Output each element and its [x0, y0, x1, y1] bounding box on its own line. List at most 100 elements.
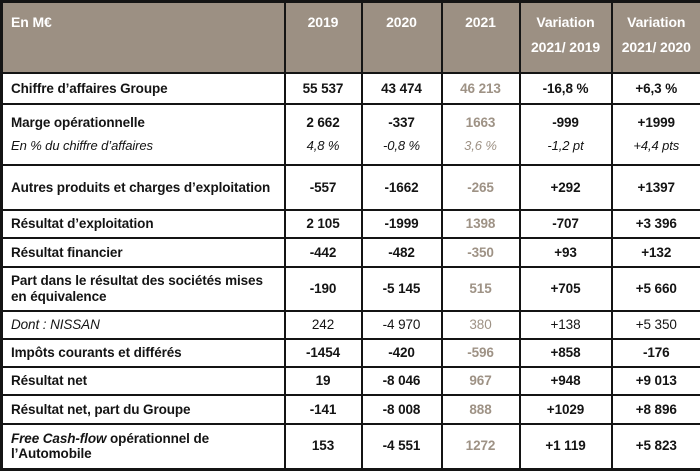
cell-var-2021-2020: +5 660: [612, 267, 700, 311]
cell-var-2021-2020: +5 823: [612, 424, 700, 469]
cell-var-2021-2019: +948: [520, 367, 612, 395]
cell-var-2021-2019: +1029: [520, 395, 612, 424]
cell-var-2021-2020: +1397: [612, 165, 700, 210]
cell-var-2021-2020: +8 896: [612, 395, 700, 424]
row-label: Chiffre d’affaires Groupe: [2, 73, 285, 104]
cell-sub-value: 4,8 %: [290, 139, 357, 154]
cell-var-2021-2020: +6,3 %: [612, 73, 700, 104]
row-label: Free Cash-flow opérationnel de l’Automob…: [2, 424, 285, 469]
cell-var-2021-2019: +292: [520, 165, 612, 210]
cell-main-value: -999: [525, 115, 607, 131]
cell-2019: -190: [285, 267, 362, 311]
cell-2020: -420: [362, 339, 442, 367]
cell-var-2021-2019: -16,8 %: [520, 73, 612, 104]
header-variation-2021-2019: Variation 2021/ 2019: [520, 2, 612, 74]
row-label: Résultat net: [2, 367, 285, 395]
cell-sub-value: +4,4 pts: [617, 139, 697, 154]
header-variation-1-line1: Variation: [536, 14, 594, 30]
row-label: Résultat financier: [2, 238, 285, 267]
cell-2020: -5 145: [362, 267, 442, 311]
row-label-sub: En % du chiffre d’affaires: [11, 139, 278, 154]
table-row-resultat-net-part-groupe: Résultat net, part du Groupe -141 -8 008…: [2, 395, 700, 424]
cell-2020: 43 474: [362, 73, 442, 104]
cell-sub-value: -1,2 pt: [525, 139, 607, 154]
cell-2020: -4 551: [362, 424, 442, 469]
cell-var-2021-2019: +1 119: [520, 424, 612, 469]
header-variation-2021-2020: Variation 2021/ 2020: [612, 2, 700, 74]
table-row-dont-nissan: Dont : NISSAN 242 -4 970 380 +138 +5 350: [2, 311, 700, 339]
header-variation-1-line2: 2021/ 2019: [525, 39, 607, 55]
cell-var-2021-2020: -176: [612, 339, 700, 367]
row-label: Impôts courants et différés: [2, 339, 285, 367]
cell-2021: 967: [442, 367, 520, 395]
table-row-impots: Impôts courants et différés -1454 -420 -…: [2, 339, 700, 367]
cell-sub-value: -0,8 %: [367, 139, 437, 154]
cell-main-value: 2 662: [290, 115, 357, 131]
header-2020: 2020: [362, 2, 442, 74]
row-label: Résultat net, part du Groupe: [2, 395, 285, 424]
row-label: Marge opérationnelle En % du chiffre d’a…: [2, 104, 285, 165]
cell-2020: -8 046: [362, 367, 442, 395]
row-label: Autres produits et charges d’exploitatio…: [2, 165, 285, 210]
cell-2019: 2 662 4,8 %: [285, 104, 362, 165]
cell-var-2021-2019: +138: [520, 311, 612, 339]
cell-2020: -1999: [362, 210, 442, 238]
cell-2021: -596: [442, 339, 520, 367]
header-2021: 2021: [442, 2, 520, 74]
table-row-free-cash-flow: Free Cash-flow opérationnel de l’Automob…: [2, 424, 700, 469]
header-row: En M€ 2019 2020 2021 Variation 2021/ 201…: [2, 2, 700, 74]
cell-2020: -337 -0,8 %: [362, 104, 442, 165]
cell-main-value: +1999: [617, 115, 697, 131]
cell-2021: 1272: [442, 424, 520, 469]
cell-var-2021-2020: +132: [612, 238, 700, 267]
cell-2021: 1398: [442, 210, 520, 238]
cell-var-2021-2019: -707: [520, 210, 612, 238]
cell-2020: -4 970: [362, 311, 442, 339]
table-row-resultat-net: Résultat net 19 -8 046 967 +948 +9 013: [2, 367, 700, 395]
cell-2021: 46 213: [442, 73, 520, 104]
table-row-chiffre-affaires: Chiffre d’affaires Groupe 55 537 43 474 …: [2, 73, 700, 104]
header-variation-2-line1: Variation: [627, 14, 685, 30]
cell-var-2021-2019: +858: [520, 339, 612, 367]
cell-main-value: 1663: [447, 115, 515, 131]
cell-2020: -482: [362, 238, 442, 267]
table-row-resultat-exploitation: Résultat d’exploitation 2 105 -1999 1398…: [2, 210, 700, 238]
cell-2020: -1662: [362, 165, 442, 210]
cell-2021: -350: [442, 238, 520, 267]
cell-var-2021-2019: +705: [520, 267, 612, 311]
cell-2019: 55 537: [285, 73, 362, 104]
row-label: Part dans le résultat des sociétés mises…: [2, 267, 285, 311]
row-label-italic-part: Free Cash-flow: [11, 431, 106, 446]
cell-var-2021-2019: -999 -1,2 pt: [520, 104, 612, 165]
cell-2021: 888: [442, 395, 520, 424]
header-variation-2-line2: 2021/ 2020: [617, 39, 697, 55]
row-label-main: Marge opérationnelle: [11, 115, 278, 131]
cell-sub-value: 3,6 %: [447, 139, 515, 154]
cell-2021: 380: [442, 311, 520, 339]
cell-2021: 1663 3,6 %: [442, 104, 520, 165]
cell-2021: 515: [442, 267, 520, 311]
cell-var-2021-2020: +3 396: [612, 210, 700, 238]
cell-2019: -557: [285, 165, 362, 210]
cell-var-2021-2020: +5 350: [612, 311, 700, 339]
cell-2019: -442: [285, 238, 362, 267]
table-row-part-societes-equivalence: Part dans le résultat des sociétés mises…: [2, 267, 700, 311]
cell-2021: -265: [442, 165, 520, 210]
cell-2019: 153: [285, 424, 362, 469]
table-row-resultat-financier: Résultat financier -442 -482 -350 +93 +1…: [2, 238, 700, 267]
cell-2019: 2 105: [285, 210, 362, 238]
cell-2019: -1454: [285, 339, 362, 367]
table-row-autres-produits: Autres produits et charges d’exploitatio…: [2, 165, 700, 210]
table-row-marge-operationnelle: Marge opérationnelle En % du chiffre d’a…: [2, 104, 700, 165]
cell-var-2021-2020: +1999 +4,4 pts: [612, 104, 700, 165]
row-label: Dont : NISSAN: [2, 311, 285, 339]
cell-main-value: -337: [367, 115, 437, 131]
cell-2020: -8 008: [362, 395, 442, 424]
row-label: Résultat d’exploitation: [2, 210, 285, 238]
cell-var-2021-2019: +93: [520, 238, 612, 267]
header-2019: 2019: [285, 2, 362, 74]
cell-2019: -141: [285, 395, 362, 424]
cell-var-2021-2020: +9 013: [612, 367, 700, 395]
header-unit: En M€: [2, 2, 285, 74]
